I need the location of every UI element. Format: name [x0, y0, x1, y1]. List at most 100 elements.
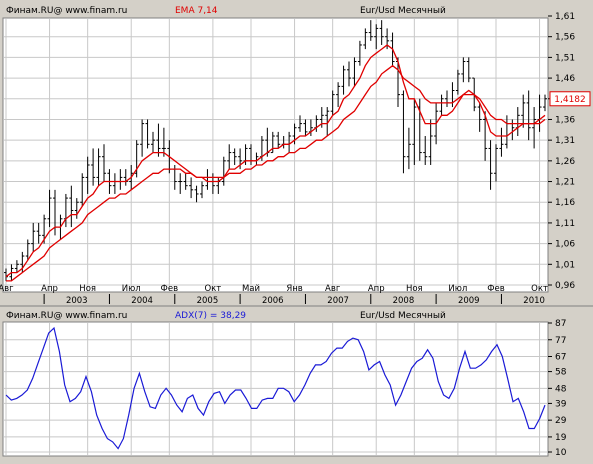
top-x-axis: Авг Апр Ноя Июл Фев Окт Май Янв Авг Апр Ноя Июл Фев О… [0, 284, 548, 306]
ohlc-bar[interactable] [483, 111, 488, 161]
ohlc-bar[interactable] [145, 119, 150, 149]
ohlc-bar[interactable] [151, 131, 155, 153]
ohlc-bar[interactable] [401, 90, 406, 174]
ohlc-bar[interactable] [347, 61, 351, 87]
ohlc-bar[interactable] [227, 144, 232, 170]
ohlc-bar[interactable] [14, 260, 19, 273]
ohlc-bar[interactable] [406, 127, 411, 170]
ohlc-bar[interactable] [363, 28, 368, 50]
ohlc-bar[interactable] [221, 156, 226, 186]
ohlc-bar[interactable] [47, 189, 52, 228]
ohlc-bar[interactable] [499, 127, 504, 157]
ema-14-line [6, 64, 546, 282]
bottom-y-axis: 87 77 67 58 48 39 29 19 10 [548, 319, 567, 458]
bottom-y-tick-label: 87 [555, 319, 566, 329]
ohlc-bar[interactable] [374, 24, 379, 50]
top-y-tick-label: 1,16 [555, 198, 575, 208]
ohlc-bar[interactable] [200, 181, 204, 199]
ohlc-bar[interactable] [156, 123, 161, 157]
bottom-y-tick-label: 39 [555, 399, 567, 409]
ohlc-bar[interactable] [276, 131, 281, 149]
x-year-label: 2003 [66, 296, 88, 306]
x-month-label: Авг [0, 284, 14, 294]
ohlc-bar[interactable] [102, 144, 106, 182]
ohlc-bar[interactable] [368, 20, 373, 41]
ohlc-bar[interactable] [379, 20, 384, 45]
x-month-label: Июл [448, 284, 467, 294]
ohlc-bar[interactable] [461, 57, 466, 83]
top-y-tick-label: 1,56 [555, 33, 575, 43]
ohlc-bar[interactable] [96, 148, 101, 186]
adx-line[interactable] [5, 326, 546, 450]
ohlc-bar[interactable] [357, 40, 362, 66]
ema-lines [5, 44, 546, 282]
x-year-label: 2004 [131, 296, 153, 306]
ohlc-bar[interactable] [31, 222, 36, 252]
ohlc-bar[interactable] [232, 148, 237, 165]
ohlc-bar[interactable] [298, 115, 302, 132]
top-y-tick-label: 1,11 [555, 219, 575, 229]
top-y-tick-label: 1,21 [555, 178, 575, 188]
ohlc-bar[interactable] [36, 222, 41, 244]
x-month-label: Фев [161, 284, 179, 294]
top-y-tick-label: 1,36 [555, 115, 575, 125]
ohlc-bar[interactable] [183, 173, 188, 190]
ohlc-bar[interactable] [74, 198, 79, 219]
x-month-label: Апр [368, 284, 385, 294]
top-y-tick-label: 1,31 [555, 136, 575, 146]
ohlc-bar[interactable] [521, 94, 526, 128]
ohlc-bar[interactable] [189, 177, 194, 199]
ohlc-bar[interactable] [526, 90, 531, 141]
bottom-y-tick-label: 77 [555, 336, 566, 346]
ohlc-bar[interactable] [466, 57, 471, 83]
x-month-label: Апр [41, 284, 58, 294]
adx-series-line[interactable] [5, 326, 546, 450]
ohlc-bar[interactable] [194, 185, 199, 203]
ohlc-bar[interactable] [488, 140, 493, 190]
bottom-y-tick-label: 48 [555, 384, 567, 394]
ohlc-bar[interactable] [352, 57, 357, 87]
x-year-label: 2007 [327, 296, 349, 306]
ohlc-bar[interactable] [91, 148, 96, 186]
bottom-y-tick-label: 58 [555, 368, 567, 378]
top-y-tick-label: 1,01 [555, 260, 575, 270]
ohlc-bar[interactable] [134, 140, 139, 178]
current-price-tag: 1,4182 [549, 91, 591, 107]
ohlc-bar[interactable] [25, 239, 30, 261]
x-month-label: Янв [286, 284, 302, 294]
ohlc-bar[interactable] [423, 136, 428, 165]
current-price-value: 1,4182 [554, 95, 586, 105]
bottom-plot-area [2, 321, 549, 457]
ohlc-bar[interactable] [428, 119, 433, 165]
ohlc-bar[interactable] [85, 156, 90, 194]
ohlc-bar[interactable] [69, 185, 74, 228]
ohlc-bar[interactable] [140, 119, 145, 157]
ohlc-bar[interactable] [477, 102, 482, 132]
ohlc-bar[interactable] [455, 69, 460, 95]
ohlc-bar[interactable] [161, 127, 166, 157]
top-y-tick-label: 1,51 [555, 53, 575, 63]
top-instrument-label: Eur/Usd Месячный [360, 6, 446, 16]
ohlc-bar[interactable] [325, 107, 330, 137]
top-y-tick-label: 1,61 [555, 12, 575, 22]
ohlc-bar[interactable] [336, 82, 341, 108]
x-year-label: 2008 [393, 296, 415, 306]
ohlc-bar[interactable] [543, 94, 547, 112]
ohlc-bar[interactable] [303, 119, 308, 137]
ohlc-bar[interactable] [330, 90, 335, 116]
x-month-label: Авг [325, 284, 341, 294]
top-y-axis: 1,611,561,511,461,411,361,311,261,211,16… [548, 12, 575, 291]
ohlc-bar[interactable] [494, 144, 498, 182]
ohlc-bar[interactable] [439, 94, 444, 116]
x-year-label: 2005 [197, 296, 219, 306]
ohlc-bar[interactable] [341, 65, 346, 95]
top-y-tick-label: 1,06 [555, 240, 575, 250]
top-y-tick-label: 1,26 [555, 157, 575, 167]
ema-indicator-label: EMA 7,14 [175, 6, 218, 16]
ohlc-bar[interactable] [178, 173, 183, 194]
ohlc-bar[interactable] [412, 98, 417, 165]
ohlc-bar[interactable] [532, 107, 537, 149]
bottom-grid [4, 323, 547, 455]
ohlc-bar[interactable] [80, 173, 85, 207]
